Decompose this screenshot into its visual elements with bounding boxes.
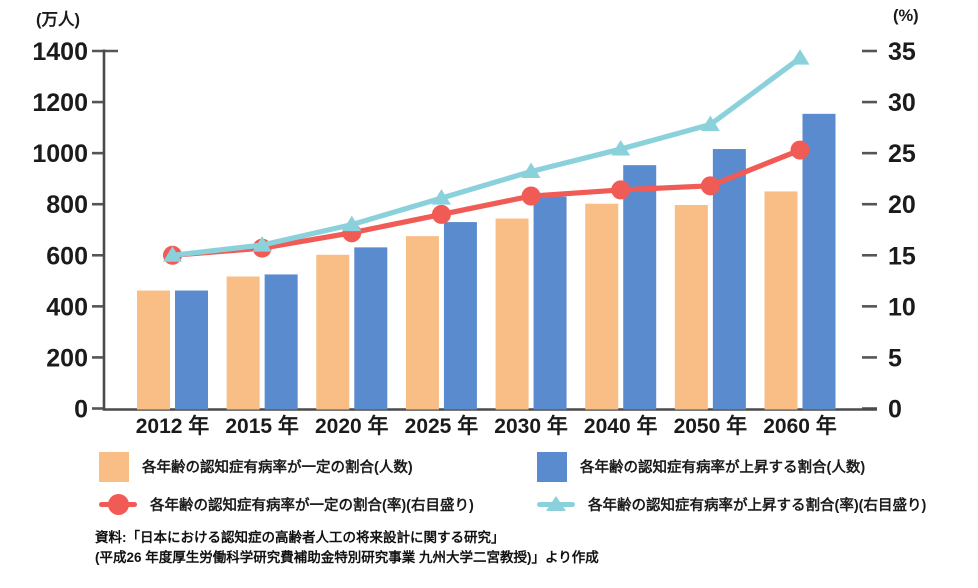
x-axis-label: 2050 年 bbox=[674, 414, 748, 438]
left-axis-tick-label: 1200 bbox=[32, 89, 88, 117]
line-series bbox=[169, 147, 803, 258]
source-line-1: 資料:「日本における認知症の高齢者人工の将来設計に関する研究」 bbox=[95, 530, 505, 545]
bar bbox=[712, 149, 746, 410]
chart-svg: 0 200 400 600 800 1000 1200 1400 0 5 10 15 20 25 30 35 2… bbox=[32, 38, 916, 438]
circle-marker bbox=[521, 186, 541, 206]
bar bbox=[623, 165, 657, 410]
circle-marker bbox=[700, 176, 720, 196]
triangle-marker bbox=[342, 215, 362, 232]
left-axis-unit: (万人) bbox=[36, 11, 80, 29]
triangle-marker bbox=[431, 189, 451, 205]
orange-square-swatch bbox=[99, 451, 129, 482]
triangle-marker-icon bbox=[546, 496, 566, 511]
x-axis-label: 2030 年 bbox=[494, 414, 568, 438]
left-axis-tick-label: 600 bbox=[46, 242, 88, 270]
right-axis-tick-label: 10 bbox=[888, 293, 916, 321]
triangle-marker bbox=[611, 140, 631, 156]
red-circle-line-marker bbox=[99, 494, 137, 515]
legend-label: 各年齢の認知症有病率が一定の割合(人数) bbox=[142, 460, 413, 476]
bar bbox=[802, 113, 836, 410]
triangle-marker bbox=[163, 246, 182, 262]
bar bbox=[175, 290, 208, 410]
x-axis-label: 2040 年 bbox=[584, 414, 658, 438]
source-note: 資料:「日本における認知症の高齢者人工の将来設計に関する研究」 (平成26 年度… bbox=[95, 528, 599, 569]
right-axis-tick-label: 15 bbox=[888, 242, 916, 270]
bar bbox=[764, 191, 798, 410]
x-axis-label: 2020 年 bbox=[315, 414, 389, 438]
right-axis-tick-label: 35 bbox=[888, 38, 916, 66]
triangle-marker bbox=[790, 49, 810, 65]
legend-item-rising-rate: 各年齢の認知症有病率が上昇する割合(率)(右目盛り) bbox=[537, 489, 926, 520]
x-axis-label: 2025 年 bbox=[405, 414, 479, 438]
bar bbox=[585, 203, 619, 410]
right-axis-tick-label: 20 bbox=[888, 191, 916, 219]
x-axis-label: 2060 年 bbox=[763, 414, 837, 438]
bar bbox=[226, 276, 260, 410]
left-axis-tick-label: 800 bbox=[46, 191, 88, 219]
right-axis-unit: (%) bbox=[893, 7, 919, 25]
bar bbox=[405, 236, 439, 410]
left-axis-tick-label: 1400 bbox=[32, 38, 88, 66]
bar bbox=[443, 222, 477, 410]
bar bbox=[264, 274, 298, 410]
legend-item-constant-rate: 各年齢の認知症有病率が一定の割合(率)(右目盛り) bbox=[99, 489, 537, 520]
teal-triangle-line-marker bbox=[537, 494, 575, 515]
left-axis-tick-label: 400 bbox=[46, 293, 88, 321]
left-axis-tick-label: 1000 bbox=[32, 140, 88, 168]
bar bbox=[533, 196, 567, 410]
right-axis-tick-label: 0 bbox=[888, 396, 902, 424]
legend-label: 各年齢の認知症有病率が上昇する割合(人数) bbox=[580, 460, 866, 476]
bar bbox=[354, 247, 388, 410]
blue-square-swatch bbox=[537, 451, 567, 482]
circle-marker bbox=[611, 180, 631, 200]
circle-marker bbox=[790, 140, 810, 160]
triangle-marker bbox=[252, 236, 272, 252]
legend-label: 各年齢の認知症有病率が一定の割合(率)(右目盛り) bbox=[150, 498, 474, 514]
right-axis-tick-label: 30 bbox=[888, 89, 916, 117]
source-line-2: (平成26 年度厚生労働科学研究費補助金特別研究事業 九州大学二宮教授)」より作… bbox=[95, 550, 599, 566]
bar bbox=[495, 218, 529, 410]
bar bbox=[137, 290, 170, 410]
legend: 各年齢の認知症有病率が一定の割合(人数) 各年齢の認知症有病率が上昇する割合(人… bbox=[99, 451, 926, 520]
line-series bbox=[169, 55, 803, 258]
legend-label: 各年齢の認知症有病率が上昇する割合(率)(右目盛り) bbox=[588, 498, 927, 514]
triangle-marker bbox=[700, 115, 720, 132]
left-axis-tick-label: 0 bbox=[74, 396, 88, 424]
circle-marker-icon bbox=[108, 494, 129, 515]
x-axis-label: 2012 年 bbox=[136, 414, 210, 438]
circle-marker bbox=[431, 204, 451, 224]
bar bbox=[316, 254, 350, 410]
legend-item-rising-count: 各年齢の認知症有病率が上昇する割合(人数) bbox=[537, 451, 926, 482]
legend-item-constant-count: 各年齢の認知症有病率が一定の割合(人数) bbox=[99, 451, 537, 482]
x-axis-label: 2015 年 bbox=[225, 414, 299, 438]
bar bbox=[674, 204, 708, 410]
triangle-marker bbox=[521, 162, 541, 179]
right-axis-tick-label: 25 bbox=[888, 140, 916, 168]
right-axis-tick-label: 5 bbox=[888, 344, 902, 372]
left-axis-tick-label: 200 bbox=[46, 344, 88, 372]
